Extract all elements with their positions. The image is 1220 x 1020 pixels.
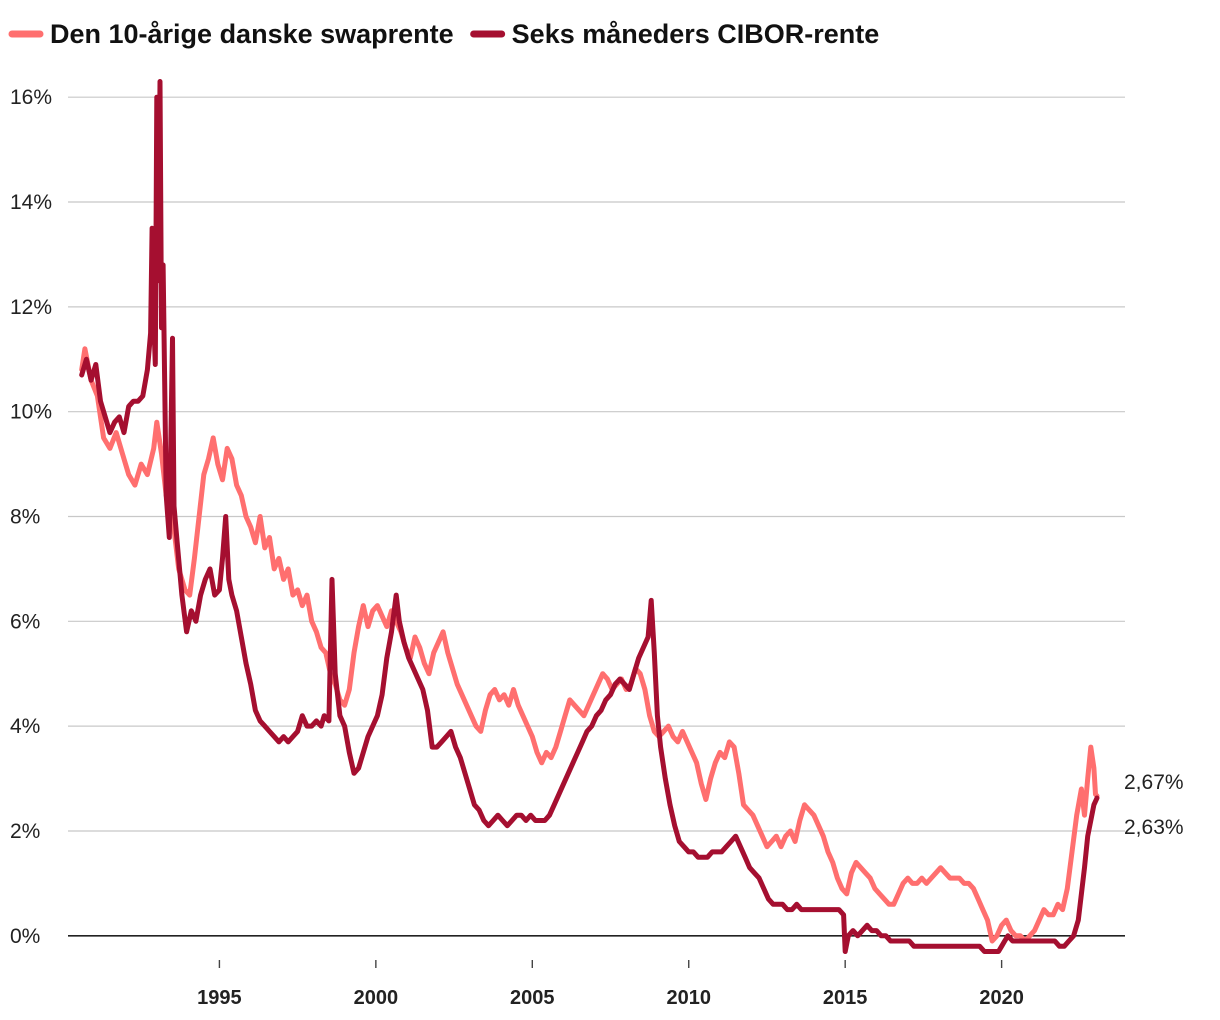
series-lines — [79, 79, 1100, 954]
series-line-0 — [79, 346, 1100, 944]
y-tick-label-1: 2% — [10, 820, 40, 843]
x-tick-label-0: 1995 — [197, 987, 242, 1009]
series-line-1 — [79, 79, 1100, 954]
end-labels: 2,67% 2,63% — [1124, 771, 1184, 839]
x-axis-ticks: 1995 2000 2005 2010 2015 2020 — [197, 960, 1024, 1009]
y-tick-label-2: 4% — [10, 715, 40, 738]
x-tick-label-1: 2000 — [354, 987, 399, 1009]
y-tick-label-3: 6% — [10, 610, 40, 633]
y-axis-ticks: 0% 2% 4% 6% 8% 10% 12% 14% 16% — [10, 86, 52, 948]
end-label-0: 2,67% — [1124, 771, 1184, 794]
y-tick-label-0: 0% — [10, 925, 40, 948]
y-tick-label-5: 10% — [10, 401, 52, 424]
legend: Den 10-årige danske swaprente Seks månede… — [8, 19, 880, 49]
legend-label-1: Seks måneders CIBOR-rente — [512, 19, 880, 49]
y-tick-label-6: 12% — [10, 296, 52, 319]
y-tick-label-8: 16% — [10, 86, 52, 109]
end-label-1: 2,63% — [1124, 816, 1184, 839]
y-tick-label-4: 8% — [10, 506, 40, 529]
y-tick-label-7: 14% — [10, 191, 52, 214]
x-tick-label-3: 2010 — [666, 987, 711, 1009]
x-tick-label-2: 2005 — [510, 987, 555, 1009]
legend-label-0: Den 10-årige danske swaprente — [50, 19, 454, 49]
x-tick-label-4: 2015 — [823, 987, 868, 1009]
x-tick-label-5: 2020 — [979, 987, 1024, 1009]
